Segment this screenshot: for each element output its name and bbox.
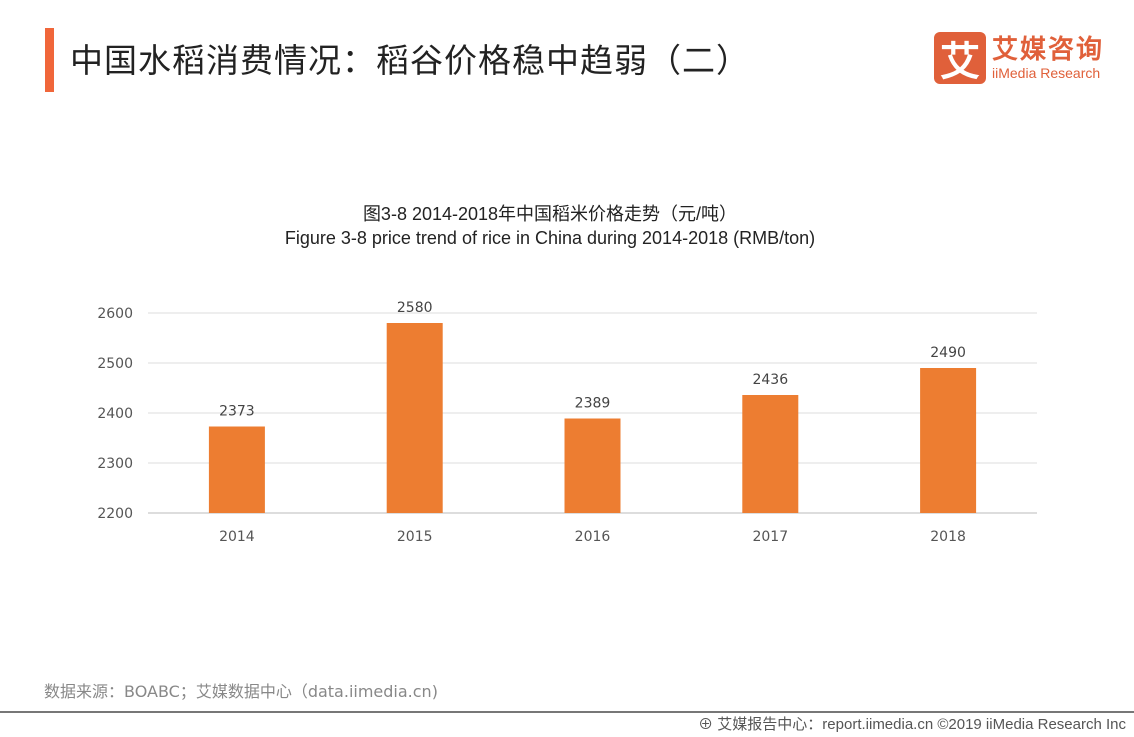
bar (564, 418, 621, 513)
y-tick-label: 2400 (97, 406, 133, 422)
y-tick-label: 2600 (97, 306, 133, 322)
footer-divider (0, 711, 1134, 713)
logo-mark: 艾 (934, 32, 986, 85)
data-label: 2389 (575, 396, 611, 412)
logo-en: iiMedia Research (992, 65, 1101, 81)
source-note: 数据来源：BOABC；艾媒数据中心（data.iimedia.cn) (44, 682, 438, 701)
x-tick-label: 2015 (397, 529, 433, 545)
bar (208, 426, 265, 513)
title-accent-bar (45, 28, 54, 92)
x-tick-label: 2018 (930, 529, 966, 545)
data-label: 2436 (752, 372, 788, 388)
bar (742, 395, 799, 513)
chart-subtitle: Figure 3-8 price trend of rice in China … (284, 228, 816, 248)
x-tick-label: 2014 (219, 529, 255, 545)
x-tick-label: 2017 (752, 529, 788, 545)
bar (386, 323, 443, 513)
logo: 艾 艾媒咨询 iiMedia Research (934, 32, 1105, 85)
data-label: 2580 (397, 300, 433, 316)
chart-title: 图3-8 2014-2018年中国稻米价格走势（元/吨） (362, 204, 738, 224)
page-title: 中国水稻消费情况：稻谷价格稳中趋弱（二） (70, 41, 750, 80)
x-tick-label: 2016 (575, 529, 611, 545)
footer: ⊕ 艾媒报告中心：report.iimedia.cn ©2019 iiMedia… (698, 716, 1126, 733)
bar (920, 368, 977, 513)
data-label: 2373 (219, 404, 255, 420)
y-tick-label: 2300 (97, 456, 133, 472)
y-tick-label: 2500 (97, 356, 133, 372)
y-tick-label: 2200 (97, 506, 133, 522)
logo-cn: 艾媒咨询 (992, 35, 1105, 65)
data-label: 2490 (930, 345, 966, 361)
globe-icon: ⊕ (698, 716, 718, 733)
